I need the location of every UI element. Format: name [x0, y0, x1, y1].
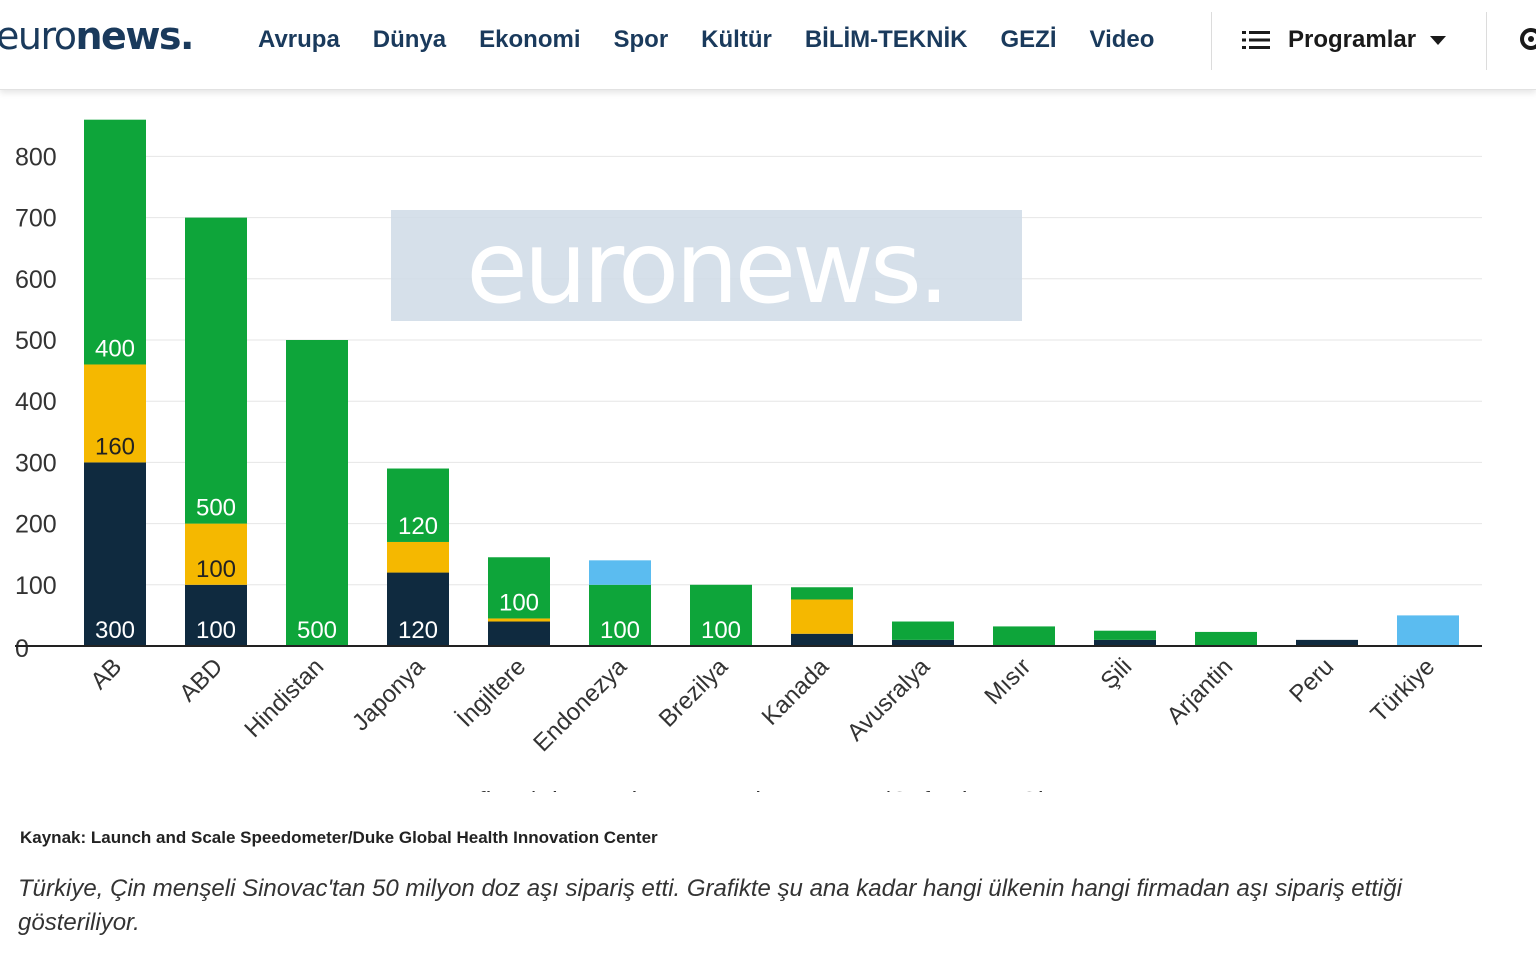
y-tick-label: 600 — [15, 266, 57, 294]
legend-label: Pfizer/BioNTech — [461, 786, 646, 792]
bar-segment — [488, 621, 550, 646]
bar-segment — [1195, 631, 1257, 646]
x-tick-label: Arjantin — [1162, 653, 1239, 730]
data-label: 500 — [297, 617, 337, 644]
y-tick-label: 700 — [15, 205, 57, 233]
nav-item-spor[interactable]: Spor — [613, 26, 669, 53]
nav-item-video[interactable]: Video — [1089, 26, 1155, 53]
legend-label: Az/Oxford — [852, 786, 968, 792]
bar-segment — [387, 572, 449, 646]
data-label: 500 — [196, 495, 236, 522]
bar-segment — [791, 633, 853, 646]
data-label: 300 — [95, 617, 135, 644]
gear-icon[interactable] — [1516, 24, 1536, 54]
chart-caption: Türkiye, Çin menşeli Sinovac'tan 50 mily… — [18, 875, 1402, 936]
nav-item-gezi[interactable]: GEZİ — [1000, 26, 1057, 53]
x-tick-label: AB — [86, 653, 128, 695]
y-tick-label: 800 — [15, 143, 57, 171]
data-label: 400 — [95, 335, 135, 362]
nav-item-avrupa[interactable]: Avrupa — [258, 26, 340, 53]
bar-segment — [589, 584, 651, 646]
menu-icon — [1242, 31, 1270, 49]
y-axis-ticks: 0 100 200 300 400 500 600 700 800 — [15, 143, 57, 663]
data-label: 120 — [398, 617, 438, 644]
y-tick-label: 0 — [15, 635, 29, 663]
programs-label: Programlar — [1288, 26, 1417, 53]
nav-item-kultur[interactable]: Kültür — [701, 26, 772, 53]
bar-segment — [690, 584, 752, 646]
bar-segment — [791, 599, 853, 634]
y-tick-label: 400 — [15, 388, 57, 416]
data-label: 100 — [701, 617, 741, 644]
bar-segment — [892, 621, 954, 640]
data-label: 100 — [499, 589, 539, 616]
x-tick-label: Peru — [1284, 653, 1339, 708]
euronews-logo[interactable]: euronews. — [0, 14, 195, 58]
x-tick-label: Brezilya — [654, 653, 734, 733]
legend-label: Sinovac — [1021, 786, 1114, 792]
bar-segment — [185, 217, 247, 524]
bar-segment — [791, 587, 853, 600]
data-label: 160 — [95, 433, 135, 460]
y-tick-label: 500 — [15, 327, 57, 355]
chart-legend: Pfizer/BioNTech Moderna Az/Oxford Sinovac — [461, 786, 1114, 792]
logo-text-light: euro — [0, 14, 77, 58]
programs-menu-button[interactable]: Programlar — [1242, 26, 1447, 54]
top-navigation-bar: euronews. Avrupa Dünya Ekonomi Spor Kült… — [0, 0, 1536, 90]
source-note: Kaynak: Launch and Scale Speedometer/Duk… — [20, 828, 658, 847]
bar-segment — [488, 557, 550, 619]
bar-segment — [387, 468, 449, 542]
x-tick-label: Hindistan — [239, 653, 329, 743]
data-label: 100 — [600, 617, 640, 644]
bar-segment — [185, 523, 247, 585]
chart-gridlines — [145, 155, 1482, 586]
x-tick-label: Endonezya — [528, 653, 632, 757]
chevron-down-icon — [1430, 35, 1447, 45]
x-tick-label: Kanada — [757, 653, 835, 731]
bar-segment — [589, 560, 651, 585]
bar-segment — [993, 626, 1055, 646]
bar-segment — [185, 584, 247, 646]
main-nav: Avrupa Dünya Ekonomi Spor Kültür BİLİM-T… — [258, 26, 1154, 54]
vaccine-orders-chart: 0 100 200 300 400 500 600 700 800 euronews. 300 1… — [15, 119, 1482, 792]
x-tick-label: Mısır — [979, 653, 1036, 710]
nav-item-bilim-teknik[interactable]: BİLİM-TEKNİK — [804, 26, 968, 53]
watermark-text: euronews. — [466, 209, 946, 326]
bar-segment — [84, 462, 146, 646]
data-label: 100 — [196, 617, 236, 644]
legend-label: Moderna — [711, 786, 814, 792]
nav-divider — [1486, 12, 1487, 70]
bar-segment — [1094, 630, 1156, 640]
nav-item-dunya[interactable]: Dünya — [372, 26, 447, 53]
x-tick-label: Türkiye — [1366, 653, 1441, 728]
data-label: 100 — [196, 556, 236, 583]
y-tick-label: 100 — [15, 572, 57, 600]
bar-segment — [84, 364, 146, 463]
logo-text-bold: news. — [75, 14, 195, 58]
bar-segment — [286, 340, 348, 646]
x-tick-label: Japonya — [347, 653, 431, 737]
x-tick-label: Şili — [1096, 653, 1138, 695]
x-tick-label: İngiltere — [452, 653, 531, 732]
bar-segment — [488, 618, 550, 622]
bar-segment — [1094, 639, 1156, 646]
data-label: 120 — [398, 513, 438, 540]
x-tick-label: ABD — [174, 653, 228, 707]
y-tick-label: 200 — [15, 511, 57, 539]
bar-segment — [1397, 615, 1459, 646]
bar-segment — [892, 639, 954, 646]
nav-item-ekonomi[interactable]: Ekonomi — [479, 26, 581, 53]
chart-bars: 300 160 400 100 100 500 500 120 120 100 100 100 — [84, 119, 1459, 646]
bar-segment — [84, 119, 146, 365]
nav-divider — [1211, 12, 1212, 70]
x-tick-label: Avusralya — [842, 653, 936, 747]
bar-segment — [1296, 639, 1358, 646]
bar-segment — [387, 541, 449, 573]
y-tick-label: 300 — [15, 449, 57, 477]
euronews-watermark: euronews. — [391, 209, 1022, 326]
